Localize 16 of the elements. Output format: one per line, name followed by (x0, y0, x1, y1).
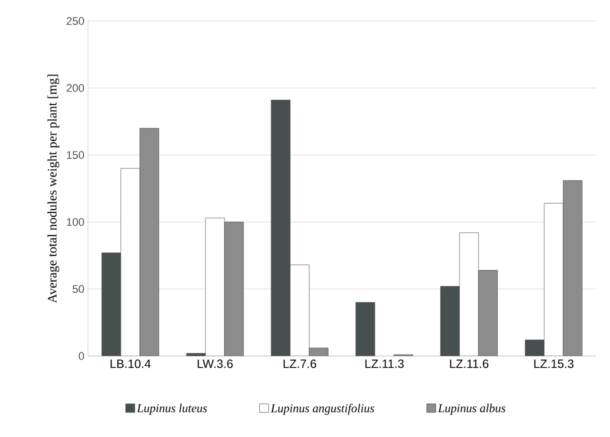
y-tick-label: 0 (78, 352, 84, 360)
legend-label: Lupinus luteus (136, 404, 207, 415)
x-tick-label: LZ.15.3 (534, 360, 574, 368)
x-tick-label: LB.10.4 (110, 360, 151, 368)
legend-label: Lupinus angustifolius (270, 404, 374, 415)
y-tick-label: 50 (72, 285, 84, 293)
x-tick-label: LZ.7.6 (284, 360, 316, 368)
x-tick-label: LZ.11.6 (450, 360, 488, 368)
y-tick-label: 250 (66, 17, 84, 25)
y-axis-title: Average total nodules weight per plant [mg] (47, 74, 60, 304)
y-tick-label: 100 (66, 218, 84, 226)
y-tick-label: 200 (66, 84, 84, 92)
x-tick-label: LZ.11.3 (365, 360, 404, 368)
legend-label: Lupinus albus (438, 404, 506, 415)
x-tick-label: LW.3.6 (198, 360, 233, 368)
y-tick-label: 150 (66, 151, 84, 159)
